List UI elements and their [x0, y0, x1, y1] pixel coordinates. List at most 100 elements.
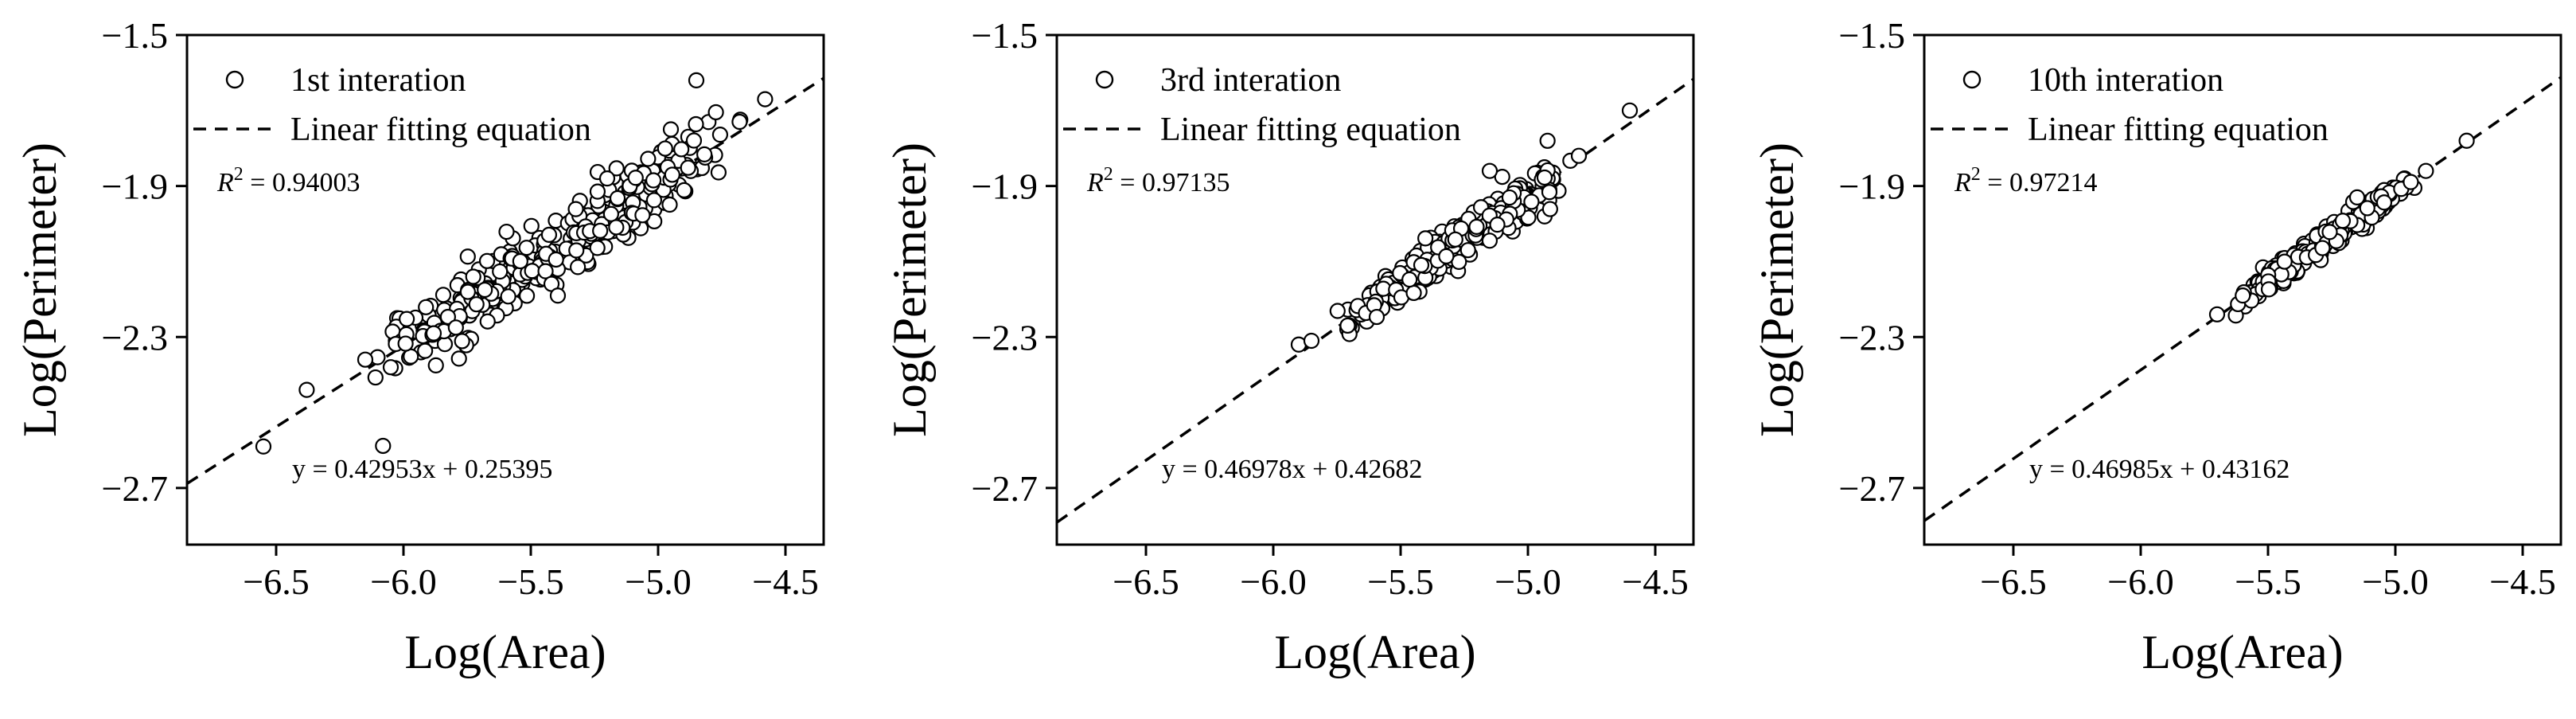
panel3-x-tick-label-4: −4.5	[2489, 561, 2555, 602]
panel1-y-tick-label-0: −2.7	[102, 468, 168, 509]
panel2-x-tick-label-0: −6.5	[1113, 561, 1179, 602]
panel1-point-259	[417, 342, 434, 359]
chart-panel-3rd-interation: −6.5 −6.0 −5.5 −5.0 −4.5 −2.7 −2.3 −1.9 −1.5 Log(…	[883, 15, 1695, 678]
panel2-point-173	[1329, 303, 1346, 319]
panel1-point-187	[479, 313, 496, 330]
panel2-point-245	[1536, 169, 1553, 186]
panel1-point-263	[696, 146, 713, 162]
panel2-legend-label-fit: Linear fitting equation	[1160, 111, 1461, 148]
panel1-point-320	[255, 438, 272, 455]
panel3-point-179	[2235, 287, 2251, 304]
panel1-point-250	[518, 240, 535, 256]
panel2-point-191	[1541, 201, 1558, 217]
panel1-point-215	[450, 350, 467, 367]
panel1-point-314	[589, 183, 606, 200]
panel1-point-249	[685, 132, 703, 149]
panel2-y-tick-label-2: −1.9	[972, 166, 1038, 207]
panel1-point-176	[640, 150, 657, 167]
panel1-point-328	[662, 121, 680, 138]
panel2-point-257	[1501, 189, 1518, 206]
panel2-y-tick-label-3: −1.5	[972, 15, 1038, 56]
panel2-fit-equation: y = 0.46978x + 0.42682	[1162, 455, 1422, 484]
panel3-y-tick-label-1: −2.3	[1839, 317, 1905, 358]
panel2-x-tick-label-1: −6.0	[1240, 561, 1306, 602]
panel1-y-tick-label-1: −2.3	[102, 317, 168, 358]
panel1-x-tick-label-1: −6.0	[370, 561, 436, 602]
panel1-point-316	[634, 207, 651, 224]
panel1-point-308	[673, 141, 690, 158]
panel3-scatter-points	[2208, 132, 2475, 324]
panel2-point-222	[1481, 233, 1498, 249]
panel3-y-tick-label-0: −2.7	[1839, 468, 1905, 509]
panel1-point-5	[710, 164, 727, 181]
panel1-point-289	[397, 335, 414, 352]
panel1-point-236	[427, 357, 444, 373]
panel1-point-207	[478, 252, 496, 269]
panel3-x-tick-label-1: −6.0	[2107, 561, 2173, 602]
panel1-point-324	[688, 72, 705, 88]
panel3-r-squared-annotation: R2 = 0.97214	[1954, 164, 2097, 197]
panel2-point-256	[1401, 271, 1418, 288]
panel1-point-169	[661, 196, 678, 213]
panel2-point-258	[1523, 193, 1540, 210]
panel1-legend-label-fit: Linear fitting equation	[290, 111, 591, 148]
panel1-point-251	[418, 299, 435, 315]
panel1-point-325	[757, 91, 774, 107]
panel1-point-152	[676, 182, 692, 198]
panel3-x-tick-label-0: −6.5	[1980, 561, 2046, 602]
panel1-point-239	[707, 104, 724, 121]
chart-panel-1st-interation: −6.5 −6.0 −5.5 −5.0 −4.5 −2.7 −2.3 −1.9 −1.5 Log(…	[14, 15, 825, 678]
panel3-point-210	[2403, 174, 2419, 190]
panel1-point-283	[468, 296, 485, 313]
panel1-point-319	[592, 222, 609, 239]
panel1-point-248	[399, 311, 415, 327]
panel1-fit-equation: y = 0.42953x + 0.25395	[292, 455, 552, 484]
panel1-point-285	[425, 325, 442, 342]
panel3-axes-frame	[1923, 33, 2562, 546]
chart-panel-10th-interation: −6.5 −6.0 −5.5 −5.0 −4.5 −2.7 −2.3 −1.9 −1.5 Log(…	[1751, 15, 2562, 678]
panel1-point-318	[447, 319, 464, 336]
panel3-fit-equation: y = 0.46985x + 0.43162	[2029, 455, 2290, 484]
panel3-y-tick-label-2: −1.9	[1839, 166, 1905, 207]
panel1-point-307	[477, 281, 493, 299]
panel2-point-254	[1489, 217, 1506, 233]
panel1-r-squared-annotation: R2 = 0.94003	[216, 164, 360, 197]
panel1-point-264	[492, 263, 509, 280]
panel2-y-tick-label-0: −2.7	[972, 468, 1038, 509]
panel2-point-223	[1541, 184, 1558, 201]
panel1-point-309	[459, 283, 476, 300]
panel1-x-tick-label-0: −6.5	[243, 561, 309, 602]
panel3-legend-label-points: 10th interation	[2028, 62, 2223, 99]
panel1-point-306	[465, 268, 481, 285]
panel2-point-255	[1438, 248, 1455, 265]
panel1-point-258	[498, 223, 515, 240]
panel1-point-278	[627, 170, 644, 186]
panel2-y-axis-title: Log(Perimeter)	[883, 143, 936, 437]
panel3-legend-marker-points	[1962, 70, 1982, 89]
panel3-point-211	[2276, 253, 2293, 270]
panel1-point-276	[537, 263, 554, 279]
panel1-point-312	[570, 259, 587, 275]
panel3-legend-label-fit: Linear fitting equation	[2028, 111, 2329, 148]
panel1-x-tick-label-4: −4.5	[752, 561, 818, 602]
panel3-x-tick-label-3: −5.0	[2362, 561, 2428, 602]
panel1-point-295	[609, 190, 626, 207]
panel2-point-203	[1459, 242, 1476, 259]
panel1-point-255	[540, 226, 558, 243]
panel1-point-230	[680, 159, 696, 176]
panel3-point-218	[2314, 240, 2331, 256]
panel2-x-axis-title: Log(Area)	[1274, 626, 1475, 678]
panel3-point-219	[2260, 281, 2278, 298]
panel1-point-299	[602, 205, 619, 222]
panel2-point-231	[1468, 218, 1485, 235]
panel1-point-109	[518, 287, 536, 304]
panel3-point-217	[2321, 224, 2338, 240]
panel1-point-303	[711, 127, 729, 143]
panel2-point-186	[1417, 230, 1434, 247]
panel3-y-axis-title: Log(Perimeter)	[1751, 143, 1803, 437]
panel2-point-246	[1405, 284, 1422, 302]
panel1-point-302	[454, 333, 470, 350]
panel2-point-262	[1621, 102, 1639, 119]
panel2-x-tick-label-3: −5.0	[1495, 561, 1561, 602]
panel1-point-327	[598, 170, 616, 187]
